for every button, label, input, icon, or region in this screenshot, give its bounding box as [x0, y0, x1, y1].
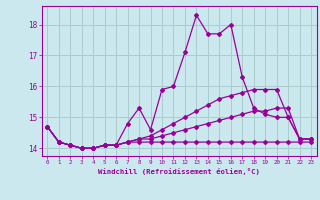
X-axis label: Windchill (Refroidissement éolien,°C): Windchill (Refroidissement éolien,°C) — [98, 168, 260, 175]
